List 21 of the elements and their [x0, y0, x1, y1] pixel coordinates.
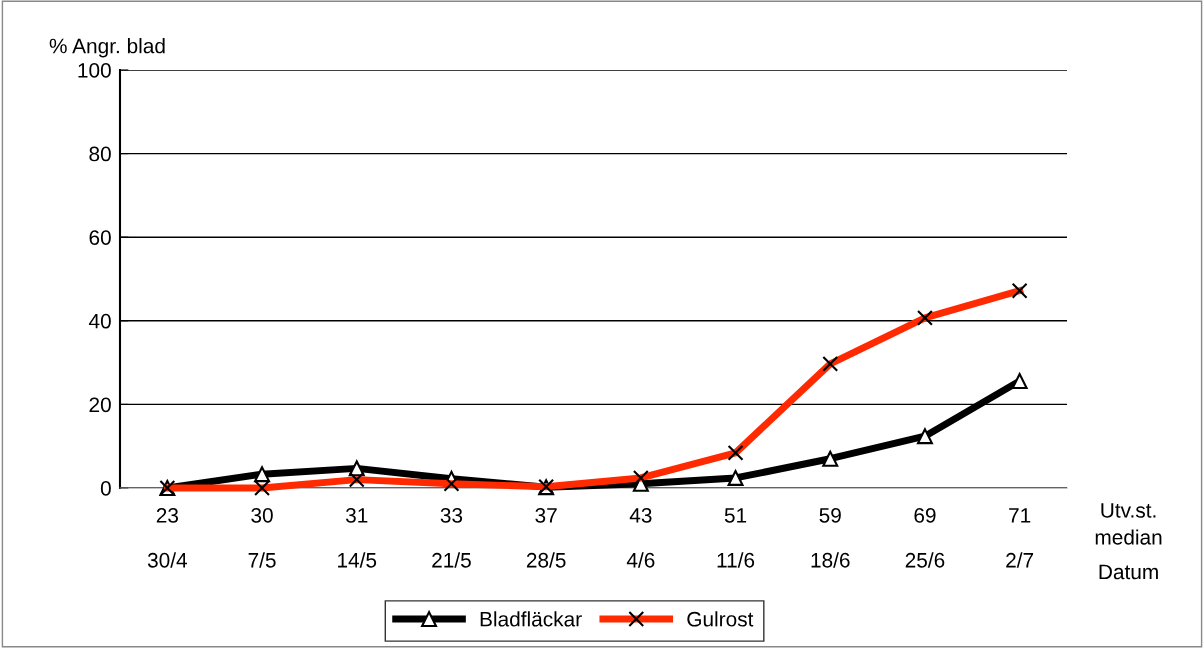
- y-axis-title: % Angr. blad: [49, 38, 165, 58]
- text: Datum: [1099, 564, 1158, 580]
- text: Utv.st. median: [1095, 503, 1162, 545]
- category-label: 43 4/6: [626, 507, 655, 568]
- category-label: 31 14/5: [338, 507, 377, 568]
- y-tick-label: 20: [89, 397, 111, 413]
- legend-label: Bladfläckar: [480, 611, 582, 627]
- category-label: 30 7/5: [248, 507, 276, 568]
- category-label: 23 30/4: [147, 507, 188, 568]
- y-tick-label: 100: [78, 63, 111, 78]
- y-tick-label: 60: [89, 230, 111, 245]
- y-tick-label: 40: [88, 313, 111, 329]
- legend-label: Gulrost: [687, 611, 754, 627]
- category-label: 51 11/6: [717, 508, 755, 568]
- y-tick-label: 0: [100, 481, 111, 496]
- category-label: 69 25/6: [905, 507, 945, 568]
- y-tick-label: 80: [89, 146, 111, 162]
- category-label: 71 2/7: [1006, 508, 1034, 568]
- category-label: 33 21/5: [432, 507, 471, 568]
- category-label: 59 18/6: [811, 507, 850, 568]
- category-label: 37 28/5: [526, 507, 566, 568]
